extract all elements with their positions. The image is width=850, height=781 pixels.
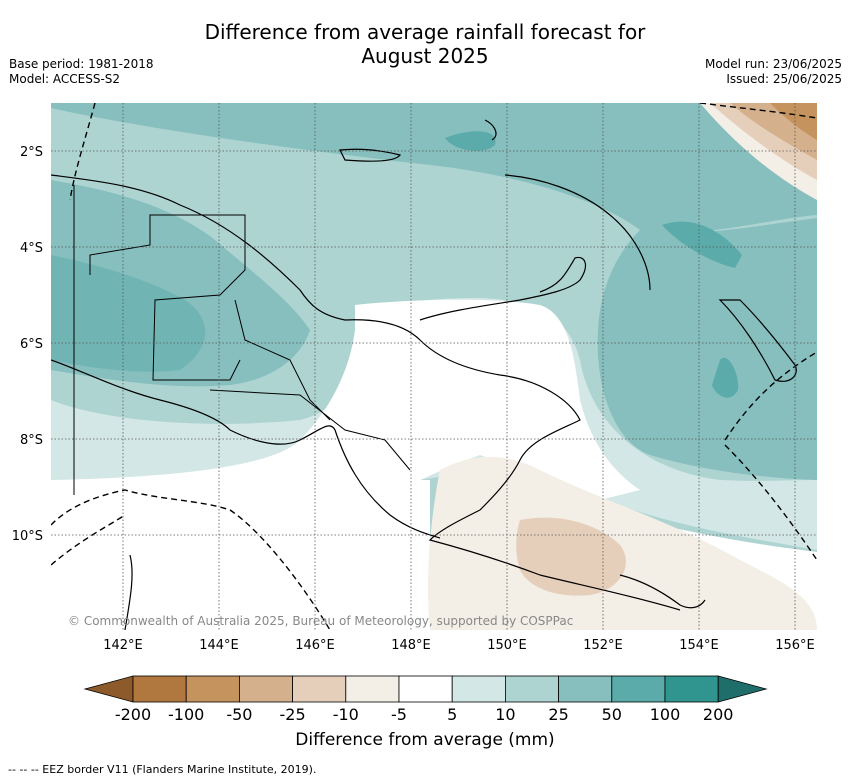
title-line-1: Difference from average rainfall forecas… — [204, 20, 646, 44]
field-wet-patch-north — [445, 131, 496, 151]
colorbar-tick: 200 — [703, 705, 734, 724]
field-southwest-white — [51, 480, 430, 630]
colorbar-tick-labels: -200 -100 -50 -25 -10 -5 5 10 25 50 100 200 — [115, 705, 734, 724]
coast-new-ireland — [484, 119, 651, 291]
field-east-lobe — [597, 218, 817, 480]
lat-label: 8°S — [20, 433, 43, 448]
colorbar-segment — [132, 675, 187, 703]
coast-manus — [339, 148, 402, 162]
colorbar-tick: 25 — [548, 705, 568, 724]
border-provinces-central — [234, 299, 331, 421]
field-wet-patch-solomon — [712, 357, 739, 398]
rainfall-field — [51, 103, 817, 630]
colorbar-segment — [504, 675, 559, 703]
lon-label: 152°E — [583, 638, 623, 653]
coast-louisiade — [619, 574, 706, 609]
colorbar-tick: -25 — [280, 705, 306, 724]
eez-southwest — [51, 514, 126, 566]
colorbar — [83, 675, 768, 703]
field-near-average — [51, 299, 640, 500]
lat-label: 6°S — [20, 337, 43, 352]
lat-label: 4°S — [20, 241, 43, 256]
colorbar-tick: 10 — [495, 705, 515, 724]
eez-torres-strait — [51, 489, 331, 630]
latitude-labels: 2°S 4°S 6°S 8°S 10°S — [12, 145, 43, 544]
eez-borders — [51, 103, 817, 630]
colorbar-segment — [292, 675, 347, 703]
lat-label: 2°S — [20, 145, 43, 160]
lon-label: 144°E — [199, 638, 239, 653]
eez-east — [724, 351, 817, 441]
colorbar-segment — [558, 675, 613, 703]
colorbar-tick: -100 — [168, 705, 204, 724]
colorbar-extend-high — [717, 675, 768, 703]
issued-date: Issued: 25/06/2025 — [726, 72, 842, 86]
meta-right: Model run: 23/06/2025 Issued: 25/06/2025 — [705, 57, 842, 87]
colorbar-segment — [664, 675, 719, 703]
border-provinces-south — [209, 389, 411, 471]
eez-northeast — [699, 103, 817, 119]
meta-left: Base period: 1981-2018 Model: ACCESS-S2 — [9, 57, 154, 87]
map-title: Difference from average rainfall forecas… — [0, 20, 850, 68]
colorbar-tick: 100 — [650, 705, 681, 724]
colorbar-tick: -200 — [115, 705, 151, 724]
graticule — [51, 103, 817, 630]
colorbar-tick: -5 — [391, 705, 407, 724]
coastlines — [51, 119, 797, 630]
field-dry-light — [428, 456, 817, 630]
lon-label: 142°E — [103, 638, 143, 653]
colorbar-extend-low — [83, 675, 134, 703]
coast-new-britain — [419, 256, 587, 321]
lon-label: 146°E — [295, 638, 335, 653]
coast-gulf — [51, 359, 441, 539]
lon-label: 156°E — [775, 638, 815, 653]
provincial-borders — [73, 185, 411, 495]
longitude-labels: 142°E 144°E 146°E 148°E 150°E 152°E 154°E 156°E — [103, 638, 815, 653]
lon-label: 150°E — [487, 638, 527, 653]
coast-bougainville — [718, 299, 797, 382]
colorbar-tick: -50 — [226, 705, 252, 724]
lon-label: 154°E — [679, 638, 719, 653]
title-line-2: August 2025 — [361, 44, 489, 68]
colorbar-segment — [238, 675, 293, 703]
colorbar-title: Difference from average (mm) — [295, 730, 555, 750]
colorbar-tick: -10 — [333, 705, 359, 724]
coast-new-guinea-south — [51, 174, 681, 611]
lat-label: 10°S — [12, 529, 43, 544]
eez-southeast — [724, 444, 817, 561]
colorbar-segment — [185, 675, 240, 703]
colorbar-segment — [398, 675, 453, 703]
copyright-notice: © Commonwealth of Australia 2025, Bureau… — [68, 614, 574, 628]
model-run: Model run: 23/06/2025 — [704, 57, 842, 71]
colorbar-segment — [345, 675, 400, 703]
base-period: Base period: 1981-2018 — [9, 57, 154, 71]
field-west-core — [51, 255, 206, 372]
field-wet-patch-east — [662, 221, 742, 268]
border-provinces-west — [89, 214, 246, 381]
colorbar-segment — [611, 675, 666, 703]
eez-northwest — [69, 103, 96, 201]
colorbar-tick: 5 — [447, 705, 457, 724]
lon-label: 148°E — [391, 638, 431, 653]
colorbar-segment — [451, 675, 506, 703]
eez-legend-note: -- -- -- EEZ border V11 (Flanders Marine… — [8, 763, 317, 776]
coast-cape-york — [124, 554, 133, 630]
colorbar-tick: 50 — [602, 705, 622, 724]
model-name: Model: ACCESS-S2 — [9, 72, 121, 86]
